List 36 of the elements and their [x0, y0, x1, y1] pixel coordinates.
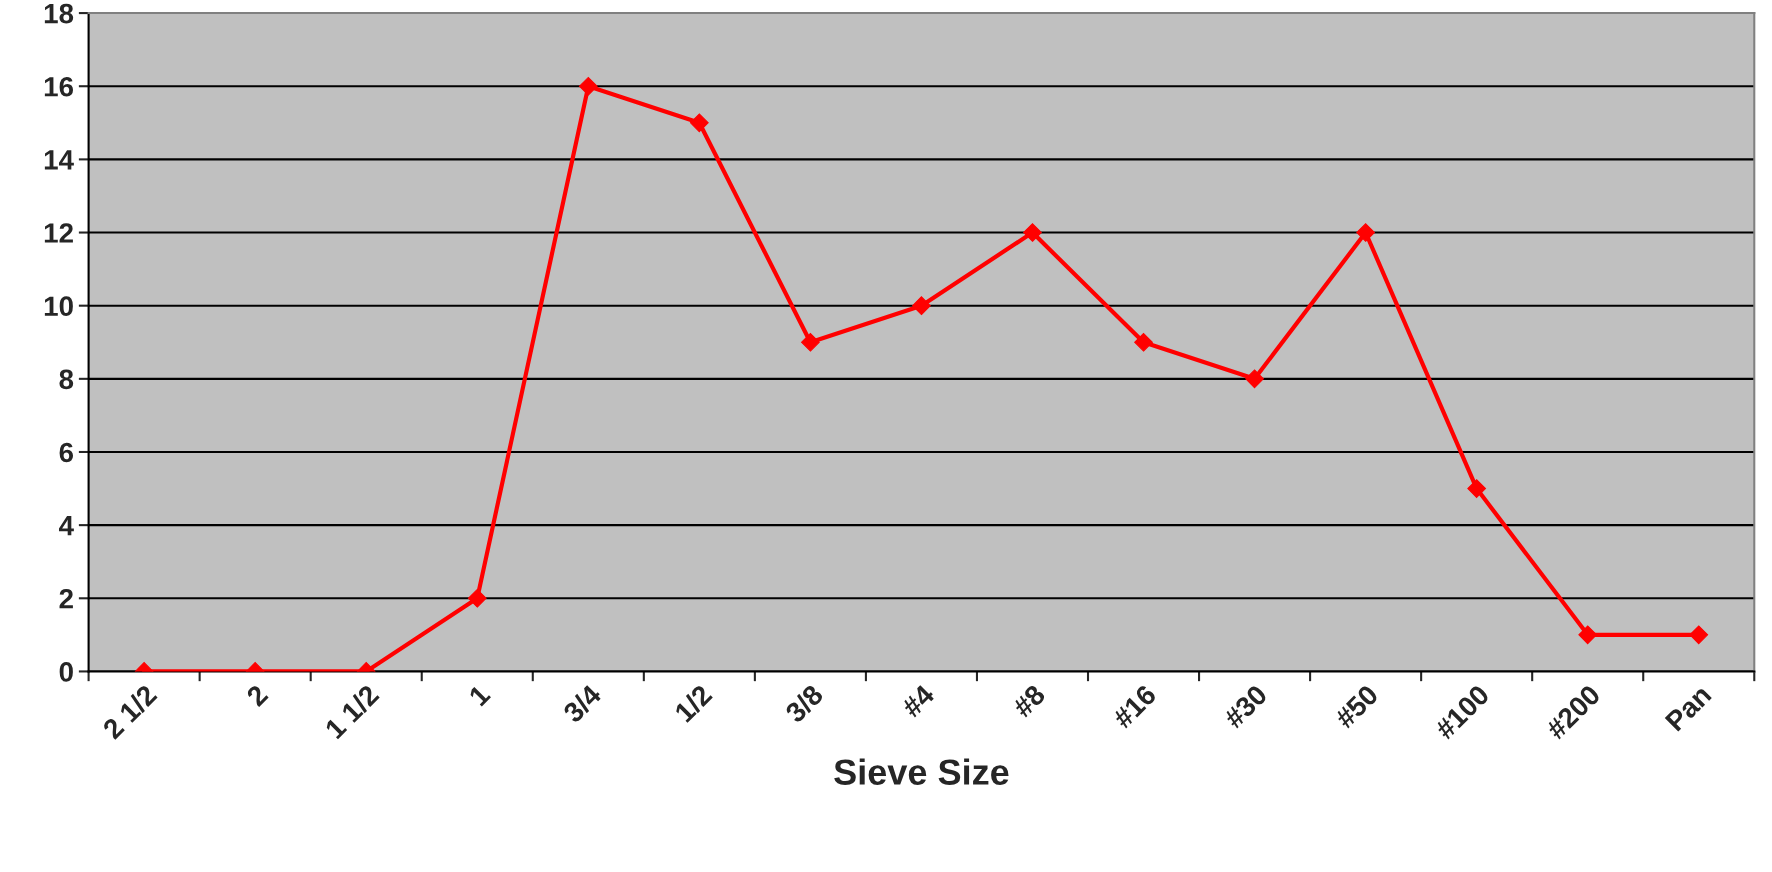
x-tick-label: 3/4: [561, 682, 603, 725]
point: [1578, 625, 1598, 645]
point: [578, 76, 598, 96]
y-tick-label: 4: [58, 516, 74, 536]
y-tick-label: 0: [59, 662, 73, 682]
point: [912, 296, 931, 316]
x-tick-label: 3/8: [783, 683, 825, 725]
x-tick-label: #16: [1111, 683, 1158, 730]
point: [1134, 332, 1153, 352]
y-tick-label: 18: [44, 3, 74, 24]
point: [1467, 479, 1487, 498]
x-axis-title: Sieve Size: [834, 758, 1009, 785]
point: [1023, 223, 1042, 242]
point: [689, 113, 709, 133]
point: [801, 332, 820, 352]
x-tick-label: 2: [245, 683, 269, 708]
x-tick-label: #50: [1333, 683, 1380, 730]
y-tick-label: 2: [59, 588, 73, 609]
x-tick-label: #4: [900, 683, 936, 719]
x-tick-label: #30: [1222, 683, 1269, 730]
x-tick-label: 1 1/2: [323, 683, 381, 740]
y-tick-label: 12: [44, 223, 73, 243]
y-tick-label: 8: [59, 369, 74, 390]
x-tick-label: #8: [1011, 683, 1047, 719]
x-tick-label: 1/2: [673, 683, 714, 724]
point: [1356, 223, 1375, 242]
y-tick-label: 6: [59, 442, 74, 463]
point: [1245, 369, 1264, 389]
point: [467, 588, 487, 608]
point: [1689, 625, 1709, 645]
y-tick-label: 16: [44, 76, 74, 97]
y-tick-label: 14: [44, 150, 74, 170]
x-tick-label: Pan: [1664, 684, 1712, 732]
x-tick-label: 2 1/2: [101, 683, 158, 741]
y-tick-label: 10: [44, 296, 73, 317]
x-tick-label: 1: [468, 683, 491, 707]
